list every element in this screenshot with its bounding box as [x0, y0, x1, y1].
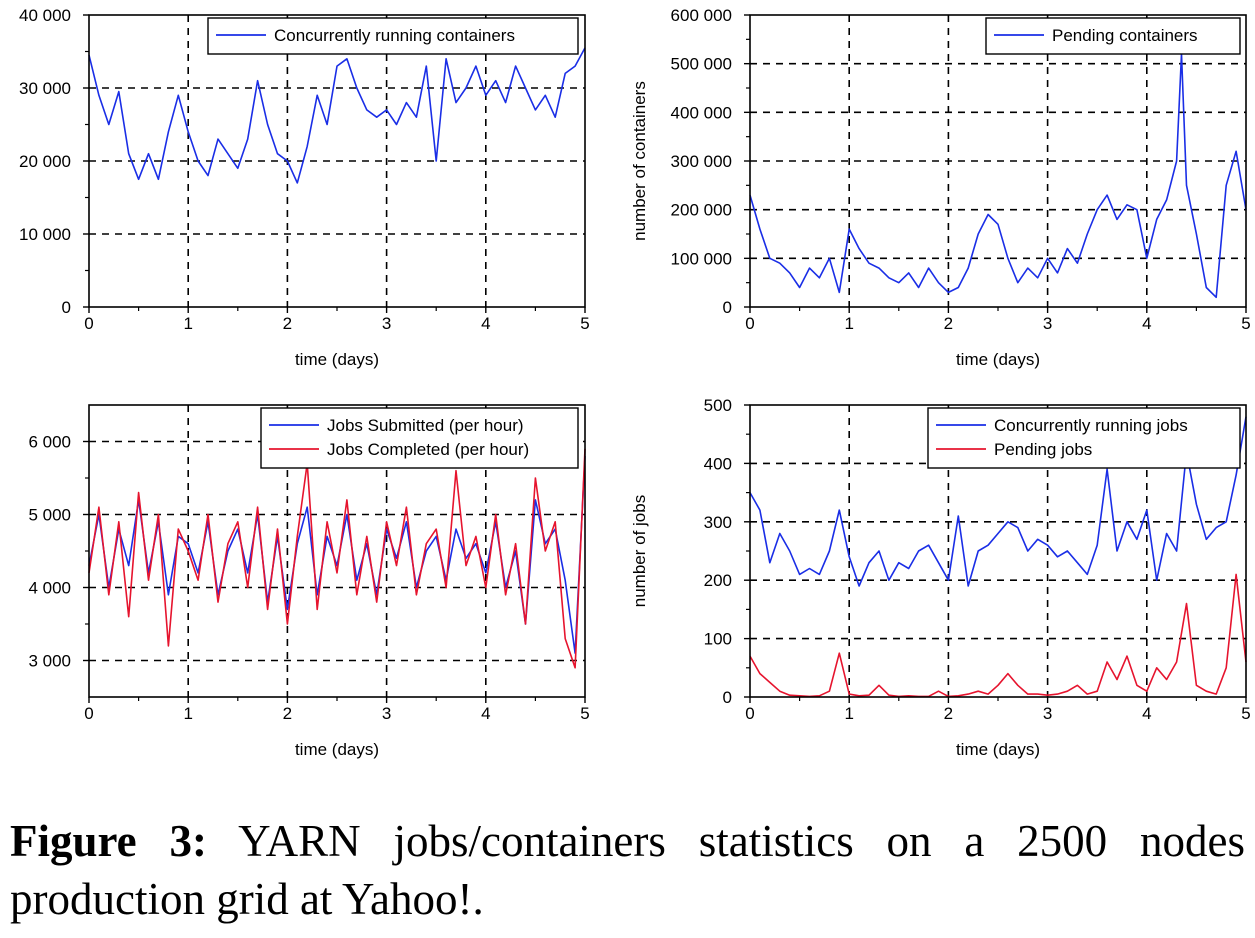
x-tick-label: 1 [183, 314, 192, 333]
x-tick-label: 1 [844, 704, 853, 723]
y-tick-label: 3 000 [28, 652, 71, 671]
legend: Jobs Submitted (per hour) Jobs Completed … [260, 407, 579, 469]
legend-label-2: Pending jobs [994, 440, 1092, 459]
y-tick-label: 200 [704, 571, 732, 590]
series-line-2 [88, 448, 586, 669]
x-tick-label: 3 [382, 314, 391, 333]
x-tick-label: 5 [1241, 704, 1250, 723]
x-tick-label: 3 [382, 704, 391, 723]
x-tick-label: 3 [1043, 314, 1052, 333]
y-tick-label: 40 000 [19, 6, 71, 25]
legend-box [260, 407, 579, 469]
x-tick-label: 1 [183, 704, 192, 723]
y-tick-label: 200 000 [671, 201, 732, 220]
x-axis-label: time (days) [295, 740, 379, 759]
y-tick-label: 5 000 [28, 506, 71, 525]
x-tick-label: 0 [84, 314, 93, 333]
y-tick-label: 100 [704, 630, 732, 649]
series-line-2 [749, 573, 1247, 698]
x-tick-label: 0 [84, 704, 93, 723]
x-axis-label: time (days) [956, 350, 1040, 369]
x-tick-label: 3 [1043, 704, 1052, 723]
y-tick-label: 0 [723, 688, 732, 707]
x-tick-label: 2 [944, 704, 953, 723]
x-tick-label: 4 [481, 704, 490, 723]
chart-panel-4: 0 1 2 3 4 5 0 100 200 300 400 500 time (days) number … [630, 396, 1251, 759]
chart-panel-2: 0 1 2 3 4 5 0 100 000 200 000 300 000 400 000 500 0… [630, 6, 1251, 369]
x-tick-label: 4 [1142, 314, 1151, 333]
x-tick-label: 0 [745, 314, 754, 333]
x-tick-label: 5 [580, 314, 589, 333]
y-axis-label: number of jobs [630, 495, 649, 607]
x-axis-label: time (days) [295, 350, 379, 369]
legend-label-1: Jobs Submitted (per hour) [327, 416, 524, 435]
legend-label-2: Jobs Completed (per hour) [327, 440, 529, 459]
legend: Concurrently running jobs Pending jobs [927, 407, 1241, 469]
y-tick-label: 30 000 [19, 79, 71, 98]
legend-box [985, 17, 1241, 55]
legend: Concurrently running containers [207, 17, 579, 55]
y-tick-label: 400 [704, 454, 732, 473]
legend-box [927, 407, 1241, 469]
x-tick-label: 2 [283, 704, 292, 723]
x-tick-label: 2 [944, 314, 953, 333]
y-tick-label: 6 000 [28, 433, 71, 452]
x-tick-label: 1 [844, 314, 853, 333]
figure-caption: Figure 3: YARN jobs/containers statistic… [10, 812, 1245, 928]
x-tick-label: 2 [283, 314, 292, 333]
y-tick-label: 300 000 [671, 152, 732, 171]
y-tick-label: 500 [704, 396, 732, 415]
y-tick-label: 20 000 [19, 152, 71, 171]
y-tick-label: 500 000 [671, 55, 732, 74]
y-axis-label: number of containers [630, 81, 649, 241]
y-tick-label: 10 000 [19, 225, 71, 244]
y-tick-label: 4 000 [28, 579, 71, 598]
x-tick-label: 5 [1241, 314, 1250, 333]
legend-box [207, 17, 579, 55]
y-tick-label: 400 000 [671, 103, 732, 122]
x-axis-label: time (days) [956, 740, 1040, 759]
x-tick-label: 0 [745, 704, 754, 723]
y-tick-label: 100 000 [671, 249, 732, 268]
legend-label-1: Pending containers [1052, 26, 1198, 45]
legend-label-1: Concurrently running containers [274, 26, 515, 45]
legend: Pending containers [985, 17, 1241, 55]
caption-label: Figure 3: [10, 816, 207, 866]
y-tick-label: 600 000 [671, 6, 732, 25]
x-tick-label: 4 [1142, 704, 1151, 723]
series-line-1 [749, 416, 1247, 587]
x-tick-label: 5 [580, 704, 589, 723]
legend-label-1: Concurrently running jobs [994, 416, 1188, 435]
series-line-1 [749, 53, 1247, 299]
chart-panel-1: 0 1 2 3 4 5 0 10 000 20 000 30 000 40 000 time (day… [19, 6, 590, 369]
x-tick-label: 4 [481, 314, 490, 333]
y-tick-label: 300 [704, 513, 732, 532]
series-line-1 [88, 456, 586, 655]
y-tick-label: 0 [723, 298, 732, 317]
caption-text: YARN jobs/containers statistics on a 250… [10, 816, 1245, 924]
series-line-1 [88, 47, 586, 184]
y-tick-label: 0 [62, 298, 71, 317]
chart-panel-3: 0 1 2 3 4 5 3 000 4 000 5 000 6 000 time (days) Job… [28, 404, 590, 759]
